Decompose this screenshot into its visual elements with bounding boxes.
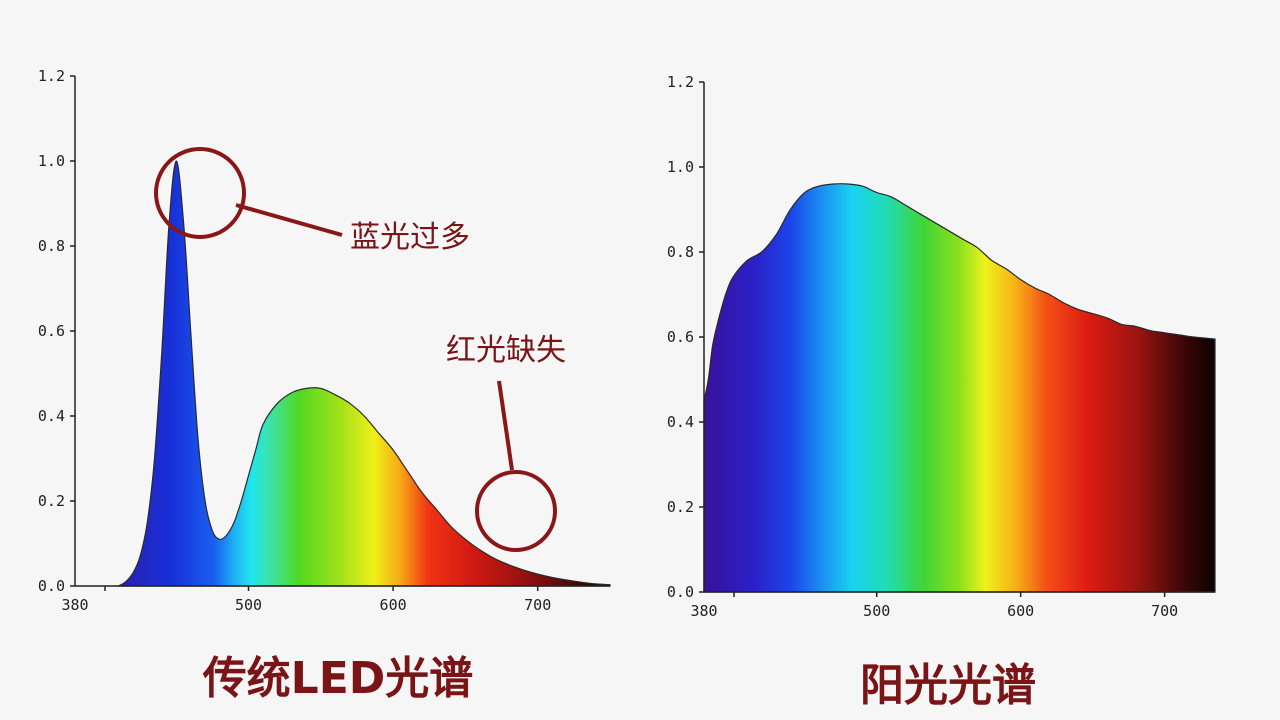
sunlight-y-tick-label: 1.0 [667,158,694,176]
blue-excess-pointer-line [235,203,343,237]
led-x-tick-label: 380 [61,596,88,614]
led-spectrum-chart: 0.00.20.40.60.81.01.2 380 500 600 700 蓝光过多 … [38,67,611,704]
sunlight-chart-title: 阳光光谱 [860,660,1036,711]
sunlight-x-tick-label: 600 [1007,602,1034,620]
led-y-tick-label: 1.0 [38,152,65,170]
sunlight-x-tick-label: 500 [863,602,890,620]
sunlight-y-tick-label: 0.2 [667,498,694,516]
led-y-tick-label: 0.4 [38,407,65,425]
led-x-tick-label: 500 [235,596,262,614]
sunlight-y-tick-label: 0.0 [667,583,694,601]
led-y-axis-ticks: 0.0 0.2 0.4 0.6 0.8 1.0 1.2 [38,67,75,595]
blue-excess-circle-marker [154,147,246,239]
red-missing-label: 红光缺失 [446,333,566,368]
sunlight-x-tick-label: 380 [690,602,717,620]
led-x-tick-label: 600 [380,596,407,614]
sunlight-spectrum-area [703,183,1216,593]
sunlight-x-axis-ticks: 380 500 600 700 [690,592,1178,620]
sunlight-y-tick-label: 1.2 [667,73,694,91]
led-chart-title: 传统LED光谱 [202,653,474,704]
sunlight-y-tick-label: 0.6 [667,328,694,346]
led-y-tick-label: 0.8 [38,237,65,255]
sunlight-x-tick-label: 700 [1151,602,1178,620]
led-x-axis-ticks: 380 500 600 700 [61,586,551,614]
led-y-tick-label: 0.2 [38,492,65,510]
red-missing-pointer-line [497,380,514,471]
red-missing-circle-marker [475,470,557,552]
blue-excess-label: 蓝光过多 [350,220,470,255]
led-y-tick-label: 1.2 [38,67,65,85]
led-spectrum-area [116,160,611,587]
led-y-tick-label: 0.0 [38,577,65,595]
led-y-tick-label: 0.6 [38,322,65,340]
led-x-tick-label: 700 [524,596,551,614]
sunlight-y-tick-label: 0.8 [667,243,694,261]
sunlight-y-tick-label: 0.4 [667,413,694,431]
sunlight-spectrum-chart: 0.0 0.2 0.4 0.6 0.8 1.0 1.2 380 500 600 700 阳光光谱 [667,73,1216,711]
sunlight-y-axis-ticks: 0.0 0.2 0.4 0.6 0.8 1.0 1.2 [667,73,704,601]
